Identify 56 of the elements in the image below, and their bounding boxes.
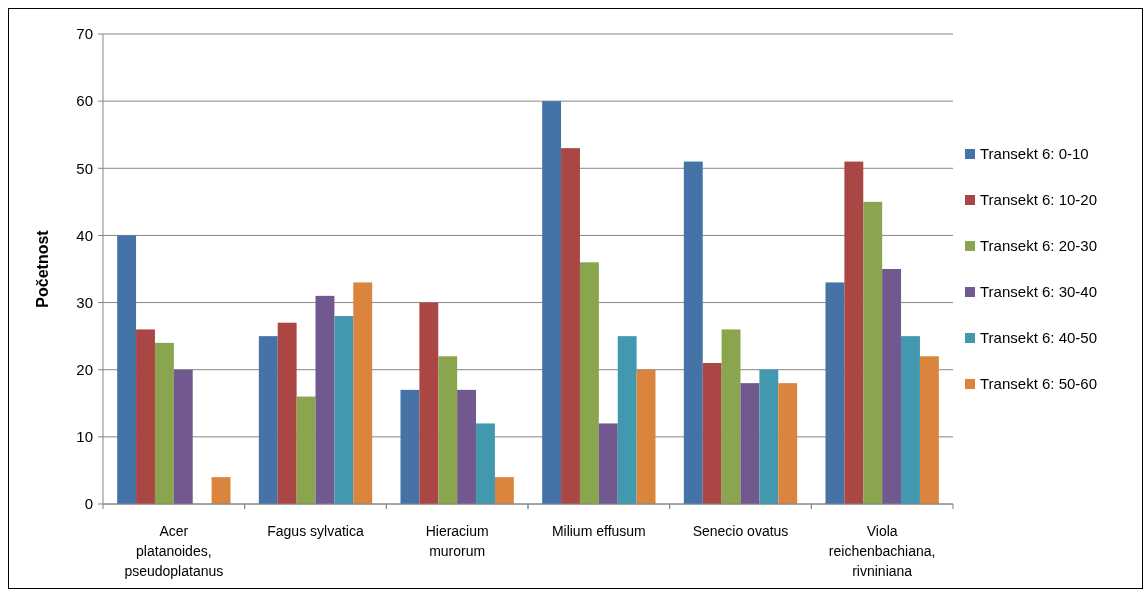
bar xyxy=(683,161,703,504)
x-tick-label: Hieracium murorum xyxy=(425,523,489,559)
bar xyxy=(844,161,864,504)
bar xyxy=(882,269,902,504)
bar xyxy=(334,316,354,504)
bar xyxy=(636,369,656,504)
bar xyxy=(863,201,883,504)
bar xyxy=(277,322,297,504)
bar xyxy=(702,363,722,504)
y-tick-label: 60 xyxy=(76,92,93,110)
bar xyxy=(457,389,477,504)
x-tick-label: Viola reichenbachiana, rivniniana xyxy=(828,523,936,579)
bar xyxy=(721,329,741,504)
legend-label: Transekt 6: 50-60 xyxy=(980,375,1098,393)
bar xyxy=(419,302,439,504)
bar xyxy=(117,235,137,504)
bar xyxy=(476,423,495,504)
legend-label: Transekt 6: 10-20 xyxy=(980,191,1098,209)
legend-label: Transekt 6: 20-30 xyxy=(980,237,1098,255)
bar xyxy=(759,369,779,504)
legend-label: Transekt 6: 30-40 xyxy=(980,283,1098,301)
y-axis-title: Početnost xyxy=(34,229,51,308)
bar xyxy=(296,396,316,504)
bar xyxy=(154,342,174,504)
bar xyxy=(740,383,760,504)
bar xyxy=(353,282,373,504)
bar xyxy=(778,383,798,504)
y-tick-label: 0 xyxy=(84,495,93,513)
bar xyxy=(561,148,580,504)
bar xyxy=(542,101,562,504)
bar xyxy=(438,356,458,504)
y-tick-label: 40 xyxy=(76,226,93,244)
bar xyxy=(901,336,920,504)
y-tick-label: 50 xyxy=(76,159,93,177)
bar xyxy=(919,356,939,504)
y-tick-label: 70 xyxy=(76,25,93,43)
bar xyxy=(494,477,514,504)
bar xyxy=(258,336,278,504)
x-tick-label: Acer platanoides, pseudoplatanus xyxy=(124,523,224,579)
y-tick-label: 10 xyxy=(76,428,93,446)
x-tick-label: Fagus sylvatica xyxy=(267,523,364,539)
bar xyxy=(315,295,335,504)
bar xyxy=(400,389,420,504)
x-tick-label: Milium effusum xyxy=(551,523,646,539)
legend-label: Transekt 6: 0-10 xyxy=(980,145,1089,163)
bar xyxy=(136,329,155,504)
y-tick-label: 20 xyxy=(76,360,93,378)
legend-label: Transekt 6: 40-50 xyxy=(980,329,1098,347)
bar xyxy=(825,282,845,504)
bar xyxy=(617,336,637,504)
x-tick-label: Senecio ovatus xyxy=(692,523,789,539)
bar xyxy=(211,477,231,504)
bar xyxy=(173,369,193,504)
bar xyxy=(579,262,599,504)
y-tick-label: 30 xyxy=(76,293,93,311)
bar xyxy=(598,423,618,504)
